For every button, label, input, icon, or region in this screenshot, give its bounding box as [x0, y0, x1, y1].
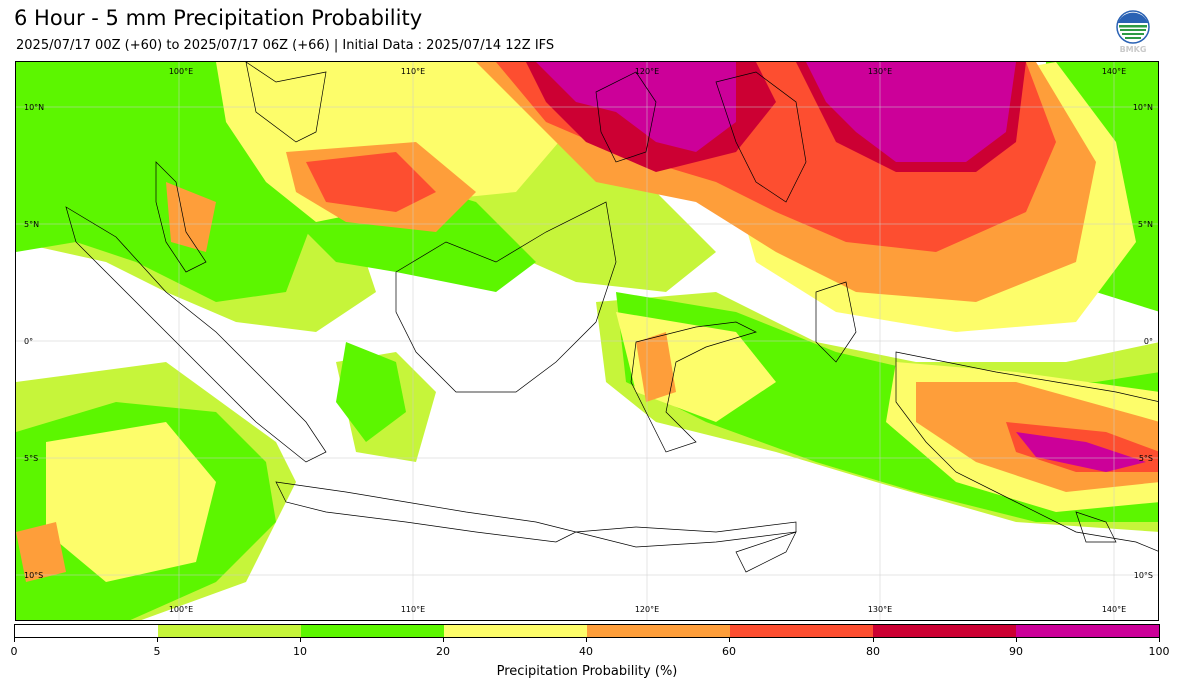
- bmkg-logo: BMKG: [1114, 10, 1152, 54]
- colorbar-bin-40-60: [587, 625, 730, 637]
- colorbar: [14, 624, 1160, 638]
- colorbar-tick: [1016, 638, 1017, 642]
- lon-label-top: 130°E: [868, 67, 892, 76]
- lat-label-left: 10°S: [24, 571, 43, 580]
- colorbar-bin-10-20: [301, 625, 444, 637]
- lat-label-left: 5°N: [24, 220, 39, 229]
- lat-label-right: 0°: [1144, 337, 1153, 346]
- coastlines: [65, 62, 1158, 573]
- colorbar-tick: [157, 638, 158, 642]
- lat-label-right: 10°N: [1133, 103, 1153, 112]
- colorbar-tick-label: 0: [10, 645, 18, 658]
- lat-label-right: 10°S: [1134, 571, 1153, 580]
- precip-field-magenta: [536, 62, 1146, 472]
- lon-label-bottom: 140°E: [1102, 605, 1126, 614]
- logo-text: BMKG: [1120, 45, 1147, 54]
- colorbar-bin-20-40: [444, 625, 587, 637]
- colorbar-tick-label: 90: [1009, 645, 1023, 658]
- map-title: 6 Hour - 5 mm Precipitation Probability: [14, 6, 423, 30]
- colorbar-bin-60-80: [730, 625, 873, 637]
- lon-label-top: 100°E: [169, 67, 193, 76]
- lon-label-top: 110°E: [401, 67, 425, 76]
- lon-labels-bottom: 100°E 110°E 120°E 130°E 140°E: [169, 605, 1126, 614]
- lon-label-bottom: 100°E: [169, 605, 193, 614]
- colorbar-bin-5-10: [158, 625, 301, 637]
- colorbar-tick: [443, 638, 444, 642]
- colorbar-tick-label: 100: [1148, 645, 1170, 658]
- lon-label-bottom: 110°E: [401, 605, 425, 614]
- lat-label-right: 5°N: [1138, 220, 1153, 229]
- lon-label-bottom: 120°E: [635, 605, 659, 614]
- lat-label-left: 5°S: [24, 454, 38, 463]
- colorbar-tick-label: 10: [293, 645, 307, 658]
- colorbar-title: Precipitation Probability (%): [496, 664, 678, 679]
- graticule: [16, 62, 1158, 620]
- colorbar-tick: [586, 638, 587, 642]
- lon-label-top: 140°E: [1102, 67, 1126, 76]
- lat-label-left: 0°: [24, 337, 33, 346]
- lat-labels-right: 10°N 5°N 0° 5°S 10°S: [1133, 103, 1153, 580]
- colorbar-tick-label: 5: [153, 645, 161, 658]
- colorbar-tick-label: 40: [579, 645, 593, 658]
- colorbar-tick: [14, 638, 15, 642]
- colorbar-tick-label: 60: [722, 645, 736, 658]
- colorbar-tick: [300, 638, 301, 642]
- colorbar-bin-0-5: [15, 625, 158, 637]
- lon-label-bottom: 130°E: [868, 605, 892, 614]
- precipitation-map: 100°E 110°E 120°E 130°E 140°E 100°E 110°…: [15, 61, 1159, 621]
- colorbar-tick-label: 20: [436, 645, 450, 658]
- lat-label-right: 5°S: [1139, 454, 1153, 463]
- colorbar-tick: [1159, 638, 1160, 642]
- lon-labels-top: 100°E 110°E 120°E 130°E 140°E: [169, 67, 1126, 76]
- lat-labels-left: 10°N 5°N 0° 5°S 10°S: [24, 103, 44, 580]
- map-subtitle: 2025/07/17 00Z (+60) to 2025/07/17 06Z (…: [16, 38, 555, 53]
- colorbar-tick-label: 80: [866, 645, 880, 658]
- colorbar-tick: [873, 638, 874, 642]
- colorbar-bin-80-90: [873, 625, 1016, 637]
- colorbar-tick: [729, 638, 730, 642]
- colorbar-bin-90-100: [1016, 625, 1159, 637]
- lon-label-top: 120°E: [635, 67, 659, 76]
- lat-label-left: 10°N: [24, 103, 44, 112]
